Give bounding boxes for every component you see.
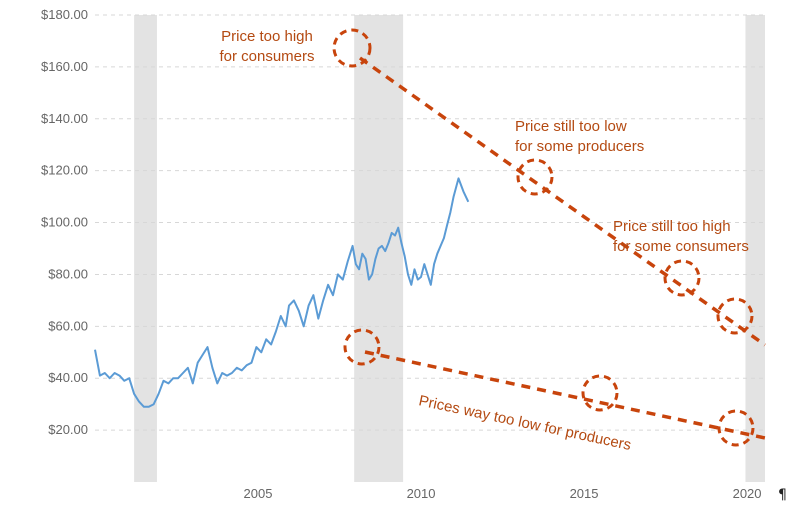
lower-trend-dashed-line [364,350,766,440]
pilcrow-mark: ¶ [778,487,787,503]
highlight-circle-1 [332,28,372,68]
recession-band-1 [134,15,157,482]
x-tick-label: 2005 [244,486,273,501]
y-tick-label: $80.00 [48,266,88,281]
highlight-circle-5 [343,328,381,366]
annotation-price-too-high-some-consumers: Price still too high [613,218,731,235]
y-tick-label: $40.00 [48,370,88,385]
highlight-circle-4 [716,297,754,335]
y-tick-label: $160.00 [41,59,88,74]
x-tick-label: 2020 [733,486,762,501]
y-tick-label: $140.00 [41,111,88,126]
annotation-price-too-high-consumers: for consumers [219,48,314,65]
upper-trend-dashed-line [358,56,767,347]
y-tick-label: $100.00 [41,215,88,230]
highlight-circle-6 [581,374,619,412]
highlight-circle-7 [717,409,755,447]
x-tick-label: 2015 [570,486,599,501]
price-series-line [94,177,470,408]
highlight-circle-3 [663,259,701,297]
annotation-price-too-high-consumers: Price too high [221,28,313,45]
x-tick-label: 2010 [407,486,436,501]
y-tick-label: $60.00 [48,318,88,333]
y-tick-label: $20.00 [48,422,88,437]
y-tick-label: $180.00 [41,7,88,22]
y-tick-label: $120.00 [41,163,88,178]
annotation-price-too-high-some-consumers: for some consumers [613,238,749,255]
highlight-circle-2 [516,158,554,196]
annotation-price-too-low-producers: Price still too low [515,118,627,135]
recession-band-3 [745,15,765,482]
annotation-price-too-low-producers: for some producers [515,138,644,155]
